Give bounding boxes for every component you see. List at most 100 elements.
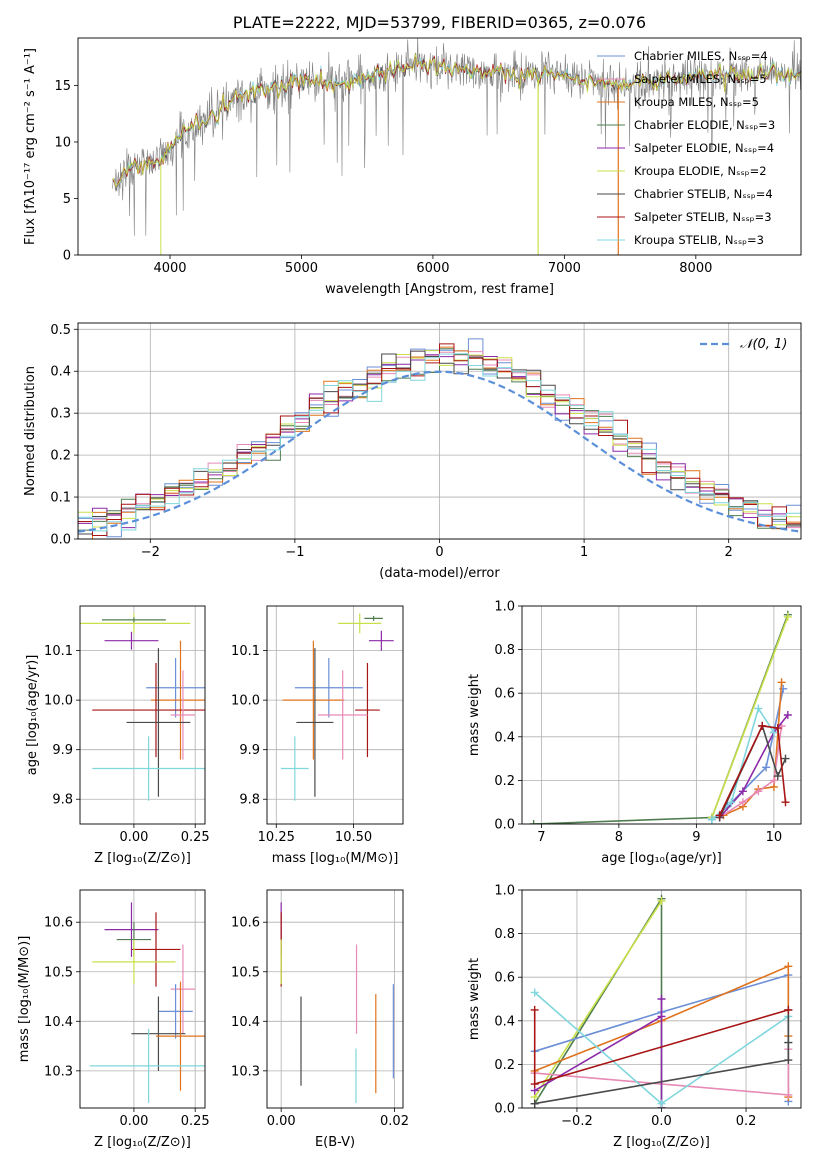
y-tick-label: 10.0 <box>44 694 73 709</box>
mass-weight-vs-Z-panel: −0.2 0.0 0.2 0.0 0.2 0.4 0.6 0.8 1.0 Z [log₁₀(Z/Z… <box>467 884 802 1150</box>
marker-salpeter-elodie <box>657 995 666 1003</box>
y-tick-label: 10.4 <box>44 1015 73 1030</box>
y-tick-label: 0.6 <box>494 971 515 986</box>
marker-kroupa-miles <box>777 678 786 687</box>
marker-chabrier-stelib <box>781 754 790 763</box>
x-tick-label: 0.00 <box>119 830 148 845</box>
x-tick-label: 2 <box>725 545 733 560</box>
axes-frame <box>77 37 802 256</box>
x-tick-label: 10.25 <box>258 830 295 845</box>
y-tick-label: 0.0 <box>494 818 515 833</box>
y-tick-label: 10.1 <box>44 644 73 659</box>
errorbar-kroupa-stelib <box>89 1028 205 1104</box>
marker-salpeter-miles <box>754 787 763 796</box>
series-salpeter-stelib <box>530 1005 793 1089</box>
y-tick-label: 0.4 <box>494 730 515 745</box>
y-tick-label: 10 <box>54 135 71 150</box>
y-tick-label: 1.0 <box>494 884 515 899</box>
marker-kroupa-elodie <box>657 896 666 905</box>
errorbar-chabrier-stelib <box>126 648 191 797</box>
errorbar-kroupa-miles <box>155 981 205 1091</box>
age-vs-mass-data <box>280 613 394 801</box>
y-tick-label: 0 <box>63 249 71 264</box>
x-axis-label: Z [log₁₀(Z/Z⊙)] <box>94 1135 191 1150</box>
marker-salpeter-stelib <box>781 798 790 807</box>
mass-vs-EBV-panel: 0.00 0.02 10.3 10.4 10.5 10.6 E(B-V) <box>231 889 409 1150</box>
marker-chabrier-elodie <box>529 820 538 824</box>
spectrum-data <box>111 38 801 255</box>
y-tick-label: 0.3 <box>50 407 71 422</box>
chart-title: PLATE=2222, MJD=53799, FIBERID=0365, z=0… <box>233 13 646 32</box>
marker-salpeter-miles <box>784 1090 793 1099</box>
line-chabrier-miles <box>711 688 784 821</box>
errorbar-kroupa-stelib <box>92 736 205 801</box>
series-chabrier-miles <box>707 684 788 824</box>
errorbar-kroupa-elodie <box>92 939 176 985</box>
series-kroupa-elodie <box>530 896 666 1102</box>
x-tick-label: −0.2 <box>561 1114 593 1129</box>
errorbar-salpeter-stelib <box>355 662 380 758</box>
errorbar-salpeter-elodie <box>104 902 159 957</box>
y-tick-label: 0.5 <box>50 323 71 338</box>
x-tick-label: −2 <box>141 545 160 560</box>
marker-salpeter-elodie <box>657 1012 666 1021</box>
mass-vs-Z-data <box>89 902 205 1104</box>
y-tick-label: 10.3 <box>44 1064 73 1079</box>
x-tick-label: 10 <box>766 830 783 845</box>
histogram-kroupa-stelib <box>78 353 801 532</box>
x-axis-label: Z [log₁₀(Z/Z⊙)] <box>94 851 191 866</box>
legend-label-salpeter-miles: Salpeter MILES, Nₛₛₚ=5 <box>634 72 767 86</box>
x-tick-label: 0.25 <box>181 830 210 845</box>
mass-weight-vs-age-data <box>529 610 792 824</box>
marker-kroupa-miles <box>784 962 793 971</box>
y-tick-label: 0.4 <box>50 365 71 380</box>
legend-label-salpeter-elodie: Salpeter ELODIE, Nₛₛₚ=4 <box>634 141 774 155</box>
errorbar-chabrier-elodie <box>364 615 383 621</box>
y-tick-label: 10.4 <box>231 1015 260 1030</box>
line-kroupa-elodie <box>534 900 663 1098</box>
marker-salpeter-stelib <box>784 1005 793 1014</box>
normal-curve <box>78 370 801 533</box>
marker-kroupa-stelib <box>657 1099 666 1108</box>
errorbar-salpeter-stelib <box>131 912 181 987</box>
y-tick-label: 0.2 <box>50 449 71 464</box>
y-axis-label: Normed distribution <box>23 366 38 496</box>
series-chabrier-stelib <box>530 1005 793 1108</box>
mass-weight-vs-Z-data <box>530 894 793 1108</box>
line-kroupa-elodie <box>711 616 789 818</box>
errorbar-chabrier-elodie <box>102 617 166 623</box>
age-vs-Z-panel: 0.00 0.25 9.8 9.9 10.0 10.1 Z [log₁₀(Z/Z⊙)] age… <box>25 605 210 866</box>
axes-frame <box>266 605 404 825</box>
x-tick-label: 6000 <box>416 261 449 276</box>
legend: 𝒩(0, 1) <box>700 337 787 352</box>
axes-frame <box>77 322 802 540</box>
errorbar-kroupa-elodie <box>80 613 191 634</box>
x-tick-label: −1 <box>285 545 304 560</box>
marker-salpeter-stelib <box>773 724 782 733</box>
x-tick-label: 0.02 <box>380 1114 409 1129</box>
errorbar-chabrier-stelib <box>296 648 334 797</box>
line-salpeter-elodie <box>534 999 663 1108</box>
marker-chabrier-stelib <box>773 772 782 781</box>
x-tick-label: 0.2 <box>736 1114 757 1129</box>
mass-vs-EBV-data <box>280 902 394 1104</box>
errorbar-chabrier-miles <box>294 658 363 718</box>
x-tick-label: 10.50 <box>335 830 372 845</box>
errorbar-salpeter-stelib <box>92 662 205 758</box>
marker-salpeter-miles <box>738 798 747 807</box>
errorbar-chabrier-miles <box>158 984 193 1039</box>
legend-label-normal: 𝒩(0, 1) <box>740 337 787 352</box>
y-tick-label: 0.1 <box>50 491 71 506</box>
axes-frame <box>79 889 206 1109</box>
y-tick-label: 15 <box>54 79 71 94</box>
marker-salpeter-stelib <box>530 1005 539 1014</box>
y-tick-label: 10.5 <box>44 965 73 980</box>
x-tick-label: 9 <box>692 830 700 845</box>
age-vs-Z-data <box>80 613 205 801</box>
x-tick-label: 1 <box>580 545 588 560</box>
errorbar-salpeter-elodie <box>104 631 159 650</box>
y-tick-label: 0.0 <box>50 533 71 548</box>
y-tick-label: 0.8 <box>494 927 515 942</box>
x-tick-label: 0.00 <box>267 1114 296 1129</box>
